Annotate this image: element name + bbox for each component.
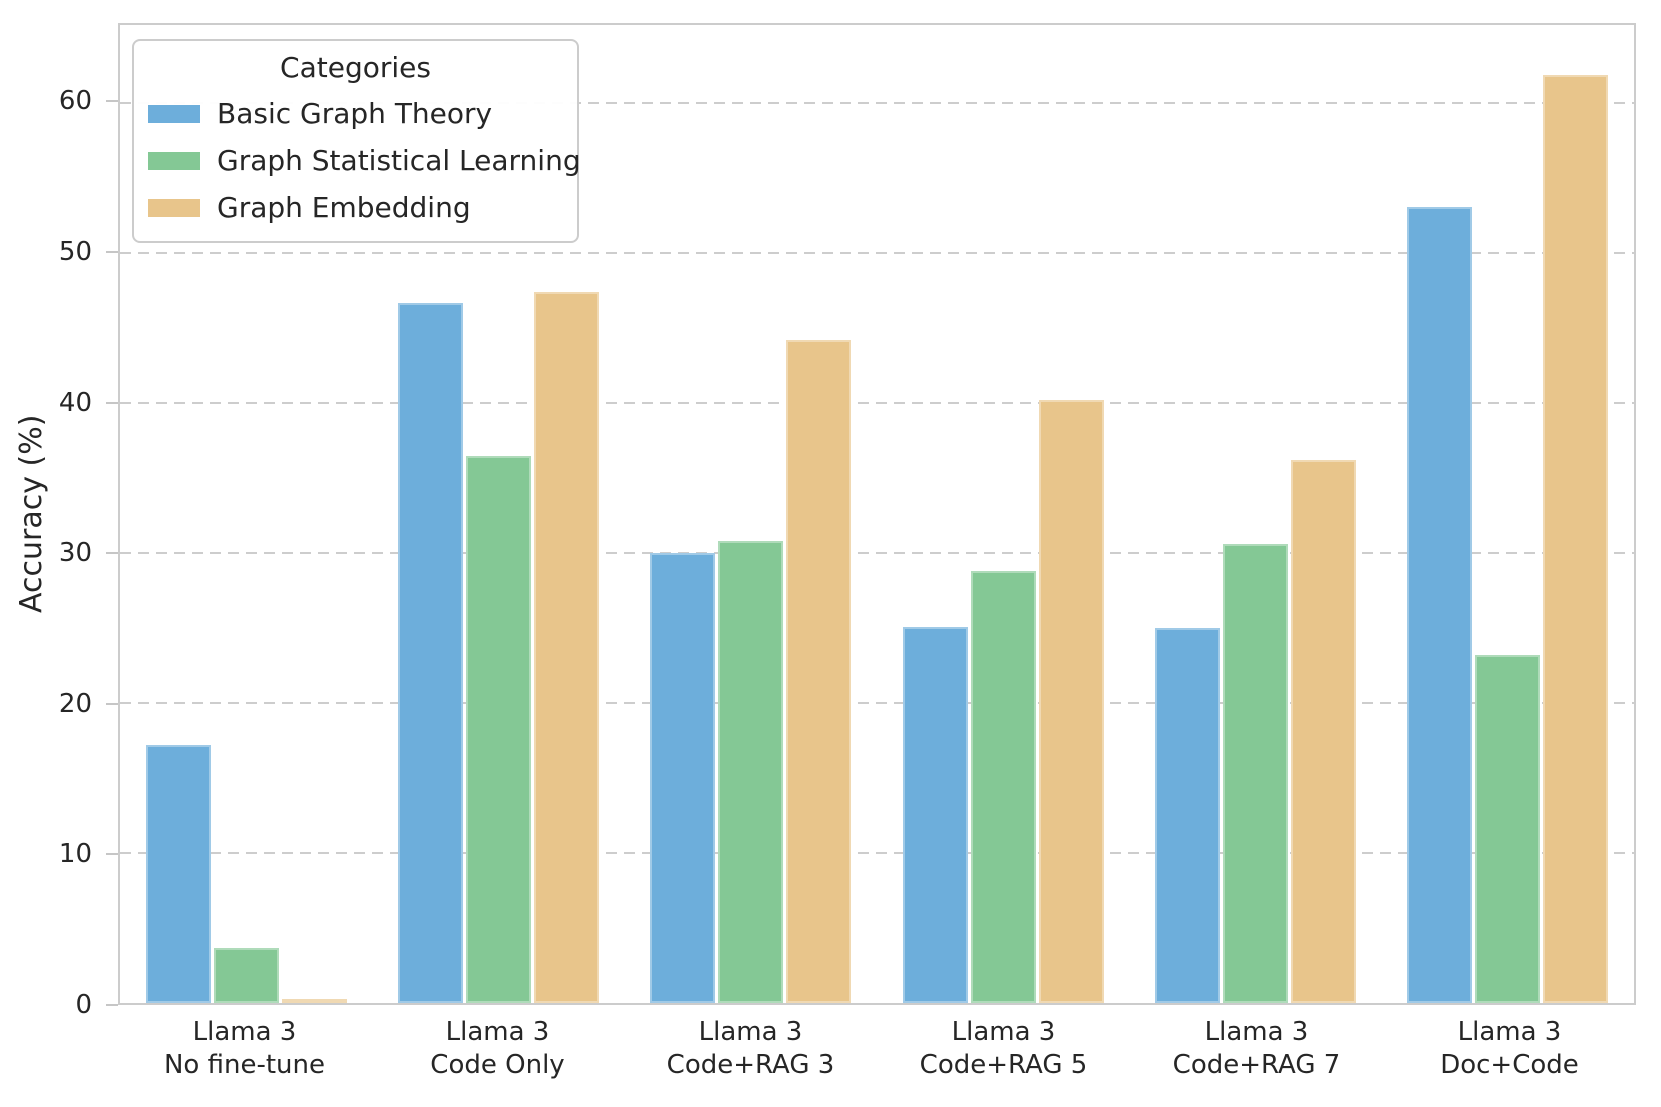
bar-group-no-fine-tune [120, 25, 372, 1003]
legend-item: Graph Statistical Learning [134, 137, 581, 184]
x-tick-label-line1: Llama 3 [192, 1017, 297, 1047]
legend-title: Categories [280, 51, 431, 84]
x-tick-label-no-fine-tune: Llama 3 No fine-tune [118, 1016, 371, 1082]
bar-group-doc-code [1382, 25, 1634, 1003]
x-tick-label-line1: Llama 3 [698, 1017, 803, 1047]
x-tick-label-line2: No fine-tune [163, 1050, 325, 1080]
bar-graph-embedding-doc-code [1543, 74, 1609, 1003]
y-tick-mark-0 [106, 1004, 118, 1006]
x-tick-label-line2: Code+RAG 7 [1172, 1050, 1341, 1080]
x-tick-label-line1: Llama 3 [1204, 1017, 1309, 1047]
bar-basic-graph-theory-code-only [397, 302, 463, 1003]
bars-layer [120, 25, 1634, 1003]
bar-basic-graph-theory-code-rag-3 [650, 553, 716, 1003]
x-tick-label-code-rag-5: Llama 3 Code+RAG 5 [877, 1016, 1130, 1082]
x-tick-label-code-rag-3: Llama 3 Code+RAG 3 [624, 1016, 877, 1082]
legend: Categories Basic Graph Theory Graph Stat… [132, 39, 581, 243]
y-axis: 0 10 20 30 40 50 60 [0, 23, 118, 1018]
bar-graph-statistical-learning-no-fine-tune [213, 947, 279, 1003]
legend-swatch-graph-embedding [148, 198, 200, 217]
y-tick-label-50: 50 [58, 236, 92, 267]
bar-basic-graph-theory-code-rag-7 [1154, 628, 1220, 1003]
gridline-10 [120, 852, 1634, 854]
bar-graph-embedding-code-only [533, 292, 599, 1003]
bar-basic-graph-theory-no-fine-tune [145, 745, 211, 1003]
legend-item: Basic Graph Theory [134, 90, 577, 137]
x-tick-label-line1: Llama 3 [1457, 1017, 1562, 1047]
bar-graph-statistical-learning-code-rag-5 [970, 571, 1036, 1003]
bar-graph-embedding-code-rag-7 [1290, 460, 1356, 1003]
legend-label-graph-statistical-learning: Graph Statistical Learning [217, 144, 581, 177]
y-tick-label-20: 20 [58, 688, 92, 719]
bar-group-code-rag-3 [625, 25, 877, 1003]
bar-group-code-rag-7 [1129, 25, 1381, 1003]
x-tick-label-code-only: Llama 3 Code Only [371, 1016, 624, 1082]
bar-basic-graph-theory-doc-code [1407, 206, 1473, 1003]
x-tick-label-doc-code: Llama 3 Doc+Code [1383, 1016, 1636, 1082]
bar-group-code-rag-5 [877, 25, 1129, 1003]
gridline-60 [120, 102, 1634, 105]
x-tick-label-code-rag-7: Llama 3 Code+RAG 7 [1130, 1016, 1383, 1082]
x-tick-label-line2: Code+RAG 5 [919, 1050, 1088, 1080]
x-tick-label-line2: Code+RAG 3 [666, 1050, 835, 1080]
bar-graph-statistical-learning-code-rag-7 [1222, 544, 1288, 1003]
y-tick-label-60: 60 [58, 86, 92, 117]
gridlines-layer [120, 25, 1634, 1003]
legend-label-basic-graph-theory: Basic Graph Theory [217, 97, 493, 130]
legend-label-graph-embedding: Graph Embedding [217, 191, 471, 224]
legend-swatch-graph-statistical-learning [148, 151, 200, 170]
plot-area: Categories Basic Graph Theory Graph Stat… [118, 23, 1636, 1005]
y-tick-label-40: 40 [58, 387, 92, 418]
y-tick-mark-60 [106, 100, 118, 103]
y-tick-mark-50 [106, 250, 118, 253]
y-tick-label-30: 30 [58, 538, 92, 569]
x-tick-label-line1: Llama 3 [951, 1017, 1056, 1047]
x-tick-label-line1: Llama 3 [445, 1017, 550, 1047]
legend-swatch-basic-graph-theory [148, 104, 200, 123]
x-tick-label-line2: Code Only [430, 1050, 565, 1080]
y-tick-label-0: 0 [75, 990, 92, 1020]
y-tick-mark-10 [106, 853, 118, 856]
x-axis: Llama 3 No fine-tune Llama 3 Code Only Llama… [118, 1016, 1636, 1082]
y-tick-mark-30 [106, 552, 118, 555]
gridline-30 [120, 552, 1634, 555]
x-tick-label-line2: Doc+Code [1440, 1050, 1579, 1080]
bar-graph-embedding-no-fine-tune [281, 998, 347, 1003]
gridline-50 [120, 252, 1634, 254]
gridline-20 [120, 702, 1634, 704]
bar-basic-graph-theory-code-rag-5 [902, 626, 968, 1003]
legend-item: Graph Embedding [134, 184, 577, 231]
bar-graph-statistical-learning-doc-code [1475, 655, 1541, 1003]
bar-graph-embedding-code-rag-3 [786, 340, 852, 1003]
bar-graph-embedding-code-rag-5 [1038, 400, 1104, 1003]
y-tick-mark-20 [106, 702, 118, 705]
y-tick-label-10: 10 [58, 839, 92, 870]
bar-graph-statistical-learning-code-rag-3 [718, 541, 784, 1003]
bar-graph-statistical-learning-code-only [465, 455, 531, 1003]
gridline-40 [120, 402, 1634, 404]
y-tick-mark-40 [106, 401, 118, 404]
bar-group-code-only [372, 25, 624, 1003]
